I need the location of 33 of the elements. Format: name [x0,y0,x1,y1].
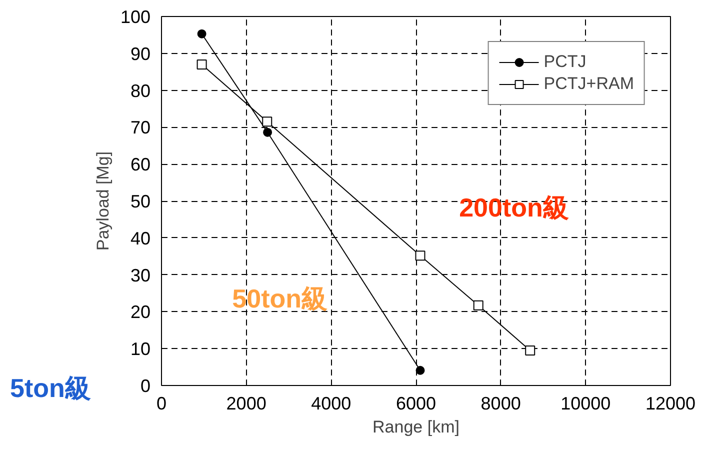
x-tick-label: 6000 [396,394,436,414]
annotation: 50ton級 [232,283,328,314]
point [415,250,426,261]
x-tick-label: 2000 [226,394,266,414]
point [197,29,206,38]
x-axis-title: Range [km] [372,418,460,436]
point [262,116,272,127]
x-tick-label: 8000 [480,394,521,414]
point [196,59,207,70]
x-tick-label: 12000 [645,394,696,414]
annotation: 200ton級 [459,192,569,222]
y-tick-label: 20 [130,302,151,322]
x-tick-label: 10000 [560,394,611,414]
y-tick-label: 90 [130,44,151,64]
point [263,128,272,137]
y-tick-label: 60 [130,154,151,175]
y-tick-label: 10 [130,339,151,360]
x-tick-label: 0 [156,394,167,414]
y-tick-label: 70 [130,118,151,138]
point [525,345,536,356]
y-axis-title: Payload [Mg] [93,151,112,251]
y-tick-label: 40 [130,228,151,248]
point [473,300,484,310]
text: 5ton級 [10,372,91,405]
y-tick-label: 100 [120,7,151,27]
y-tick-label: 30 [130,265,151,286]
x-tick-label: 4000 [311,394,352,414]
y-tick-label: 50 [130,192,151,212]
legend-label: PCTJ+RAM [544,74,634,94]
point [416,366,425,375]
legend-label: PCTJ [544,52,586,72]
y-tick-label: 0 [140,376,151,396]
y-tick-label: 80 [130,80,151,101]
